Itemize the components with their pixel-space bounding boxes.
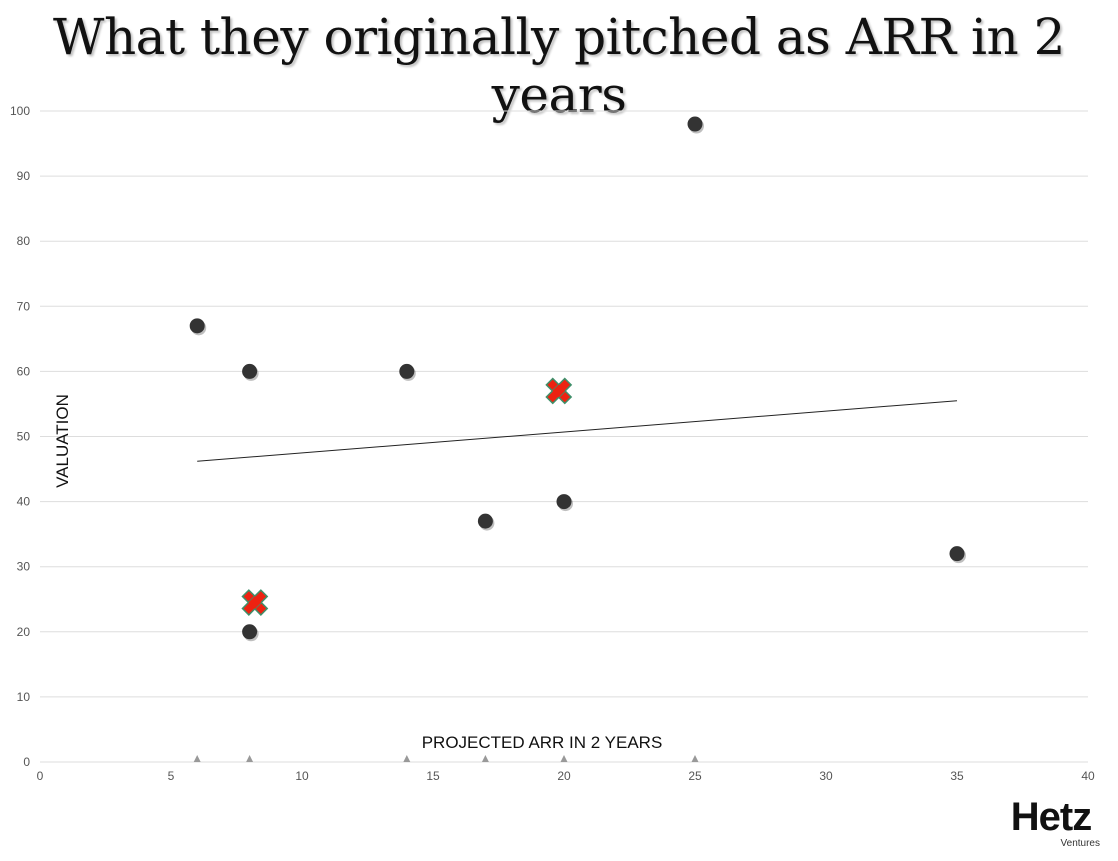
y-tick-label: 20 [17,625,31,639]
y-tick-label: 100 [10,104,30,118]
x-tick-label: 15 [426,769,440,783]
y-tick-labels: 0 10 20 30 40 50 60 70 80 90 100 [10,104,30,769]
x-marker-triangle [481,755,489,762]
data-points [189,116,966,642]
y-axis-label: VALUATION [53,394,72,488]
y-tick-label: 10 [17,690,31,704]
data-point [189,318,205,334]
x-marker-triangle [691,755,699,762]
x-marker-triangle [246,755,254,762]
x-tick-label: 30 [819,769,833,783]
x-tick-label: 0 [37,769,44,783]
y-tick-label: 0 [23,755,30,769]
data-point [477,513,493,529]
x-marker-triangle [560,755,568,762]
cross-marker [545,377,573,405]
x-tick-label: 25 [688,769,702,783]
cross-marker [241,589,269,616]
brand-logo: Hetz Ventures [996,796,1106,849]
chart-title: What they originally pitched as ARR in 2… [53,8,1065,124]
x-marker-triangle [403,755,411,762]
logo-subtitle: Ventures [1060,838,1100,849]
y-tick-label: 40 [17,495,31,509]
x-markers [193,755,699,762]
data-point [242,363,258,379]
data-point [687,116,703,132]
x-tick-label: 35 [950,769,964,783]
x-axis-label: PROJECTED ARR IN 2 YEARS [422,733,663,752]
grid-lines [40,110,1088,763]
y-tick-label: 30 [17,560,31,574]
y-tick-label: 70 [17,299,31,313]
data-point [949,546,965,562]
data-point [399,363,415,379]
y-tick-label: 50 [17,430,31,444]
x-tick-label: 40 [1081,769,1095,783]
x-tick-label: 20 [557,769,571,783]
data-point [242,624,258,640]
trendline [197,400,958,462]
x-tick-label: 10 [295,769,309,783]
x-tick-labels: 0 5 10 15 20 25 30 35 40 [37,769,1095,783]
trendline-group [197,400,958,462]
y-tick-label: 60 [17,364,31,378]
x-marker-triangle [193,755,201,762]
data-point [556,494,572,510]
y-tick-label: 90 [17,169,31,183]
logo-name: Hetz [1010,795,1092,839]
y-tick-label: 80 [17,234,31,248]
x-tick-label: 5 [168,769,175,783]
